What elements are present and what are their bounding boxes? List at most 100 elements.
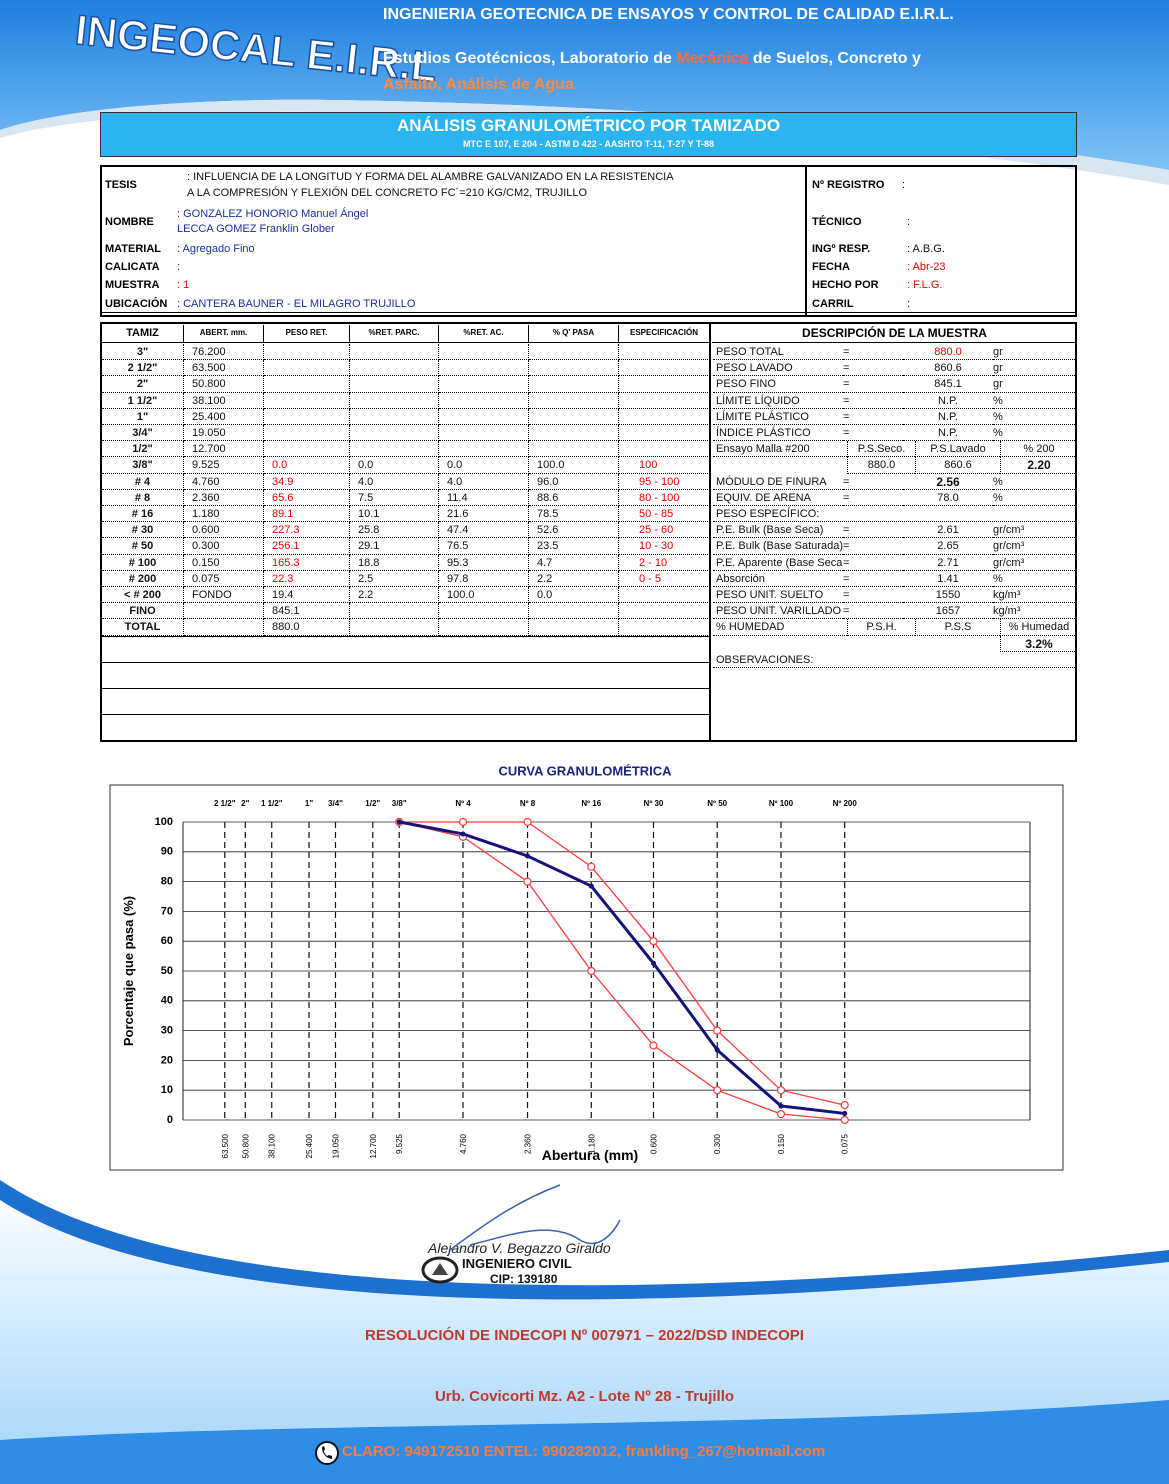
sieve-label: Nº 8 <box>520 799 536 808</box>
table-cell: 25.400 <box>184 408 264 425</box>
sieve-label: Nº 100 <box>769 799 794 808</box>
table-cell: 227.3 <box>264 522 350 539</box>
table-cell: 25 - 60 <box>619 522 710 539</box>
table-cell <box>184 619 264 636</box>
column-header: ABERT. mm. <box>184 325 264 343</box>
table-cell: # 50 <box>102 538 184 555</box>
info-label: INGº RESP. <box>812 243 871 255</box>
table-cell <box>350 425 439 442</box>
table-cell: 100 <box>619 457 710 474</box>
sieve-label: 3/4" <box>328 799 343 808</box>
table-cell: 65.6 <box>264 489 350 506</box>
sieve-label: 1/2" <box>365 799 380 808</box>
info-value: A LA COMPRESIÓN Y FLEXIÓN DEL CONCRETO F… <box>187 187 588 199</box>
info-label: TESIS <box>105 179 137 191</box>
info-value: : A.B.G. <box>907 243 945 255</box>
description-cell: 2.61 <box>903 522 993 539</box>
description-cell: gr <box>993 344 1077 361</box>
table-cell: FINO <box>102 603 184 620</box>
sieve-label: Nº 200 <box>833 799 858 808</box>
data-point <box>842 1110 848 1117</box>
table-cell: 2.5 <box>350 570 439 587</box>
table-cell: 0.600 <box>184 522 264 539</box>
sieve-table: TAMIZ ABERT. mm. PESO RET. %RET. PARC. %RET.… <box>100 322 1077 742</box>
table-cell <box>439 603 529 620</box>
table-cell: # 200 <box>102 570 184 587</box>
y-tick-label: 40 <box>161 995 173 1007</box>
table-cell <box>264 344 350 361</box>
column-header: % Q' PASA <box>529 325 619 343</box>
data-point <box>714 1047 720 1053</box>
description-cell: gr/cm³ <box>993 538 1077 555</box>
description-cell: 2.56 <box>903 474 993 490</box>
description-cell: 1550 <box>903 587 993 604</box>
data-point <box>523 877 532 886</box>
x-tick-label: 50.800 <box>241 1133 250 1158</box>
table-cell: 0.150 <box>184 554 264 571</box>
info-value: : Abr-23 <box>907 261 946 273</box>
table-cell <box>619 603 710 620</box>
table-cell: 47.4 <box>439 522 529 539</box>
info-value: : <box>177 261 181 273</box>
address: Urb. Covicorti Mz. A2 - Lote Nº 28 - Tru… <box>434 1388 735 1405</box>
table-cell <box>350 619 439 636</box>
table-cell: 4.0 <box>350 473 439 490</box>
table-cell: 4.760 <box>184 473 264 490</box>
description-cell: gr/cm³ <box>993 555 1077 571</box>
description-cell: 2.71 <box>903 555 993 571</box>
table-cell <box>529 603 619 620</box>
info-label: HECHO POR <box>812 279 879 291</box>
resolution: RESOLUCIÓN DE INDECOPI Nº 007971 – 2022/… <box>365 1327 804 1344</box>
description-cell: = <box>843 603 903 620</box>
info-value: : GONZALEZ HONORIO Manuel Ángel <box>177 208 369 220</box>
description-cell: Ensayo Malla #200 <box>713 441 847 458</box>
data-point <box>649 1041 658 1050</box>
table-cell <box>529 392 619 409</box>
info-value: LECCA GOMEZ Franklin Glober <box>177 223 335 235</box>
description-cell: P.S.S <box>915 619 1000 636</box>
table-cell: 2.360 <box>184 489 264 506</box>
table-cell: # 30 <box>102 522 184 539</box>
description-cell: = <box>843 538 903 555</box>
description-cell: kg/m³ <box>993 587 1077 604</box>
description-cell: PESO LAVADO <box>713 360 843 377</box>
data-point <box>776 1086 786 1095</box>
description-cell: 880.0 <box>903 344 993 361</box>
y-tick-label: 60 <box>161 935 173 947</box>
description-cell: = <box>843 393 903 409</box>
description-cell: % Humedad <box>1000 619 1077 636</box>
description-cell: % <box>993 425 1077 442</box>
table-cell <box>619 376 710 393</box>
description-title: DESCRIPCIÓN DE LA MUESTRA <box>712 325 1077 343</box>
series-line <box>399 821 845 1106</box>
table-cell: # 100 <box>102 554 184 571</box>
description-cell: = <box>843 571 903 587</box>
description-cell: P.E. Bulk (Base Saturada) <box>713 538 843 555</box>
y-tick-label: 30 <box>161 1025 173 1037</box>
data-point <box>587 966 596 976</box>
table-cell <box>439 425 529 442</box>
table-cell <box>619 441 710 458</box>
x-tick-label: 25.400 <box>305 1133 314 1158</box>
table-cell <box>619 408 710 425</box>
table-cell: 0.075 <box>184 570 264 587</box>
description-cell: LÍMITE PLÁSTICO <box>713 409 843 425</box>
x-tick-label: 0.600 <box>649 1133 658 1154</box>
description-cell: gr <box>993 360 1077 377</box>
table-cell <box>350 360 439 377</box>
description-cell: % HUMEDAD <box>713 619 847 636</box>
data-point <box>587 862 596 871</box>
table-cell <box>350 344 439 361</box>
tagline: Asfalto, Análisis de Agua <box>383 76 574 93</box>
x-tick-label: 9.525 <box>395 1133 404 1154</box>
description-cell: gr <box>993 376 1077 393</box>
contact: CLARO: 949172510 ENTEL: 990282012, frank… <box>342 1443 826 1460</box>
description-cell: P.S.Lavado <box>915 441 1000 458</box>
y-tick-label: 0 <box>167 1114 173 1126</box>
description-cell: % 200 <box>1000 441 1077 458</box>
column-header: TAMIZ <box>102 325 184 343</box>
tagline-part: Estudios Geotécnicos, Laboratorio de <box>383 50 677 67</box>
rule <box>102 713 710 715</box>
table-cell <box>619 344 710 361</box>
x-tick-label: 12.700 <box>369 1133 378 1158</box>
